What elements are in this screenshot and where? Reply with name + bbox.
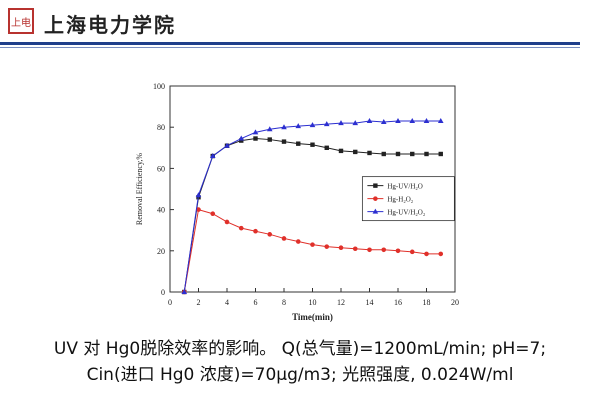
data-point xyxy=(253,228,258,234)
data-point xyxy=(338,148,344,154)
data-point xyxy=(253,136,258,141)
data-point xyxy=(423,118,430,124)
data-point xyxy=(324,244,330,249)
x-tick-label: 2 xyxy=(197,298,201,307)
data-point xyxy=(338,245,344,251)
data-point xyxy=(381,247,387,253)
y-tick-label: 40 xyxy=(157,206,165,215)
data-point xyxy=(296,141,301,146)
y-tick-label: 0 xyxy=(161,288,165,297)
data-point xyxy=(310,142,315,147)
y-tick-label: 80 xyxy=(157,123,165,132)
series-line xyxy=(183,208,441,293)
data-point xyxy=(437,118,444,124)
data-point xyxy=(424,151,429,157)
x-tick-label: 18 xyxy=(423,298,431,307)
x-tick-label: 12 xyxy=(337,298,345,307)
data-point xyxy=(181,289,188,294)
data-point xyxy=(367,247,372,253)
data-point xyxy=(373,196,378,201)
y-axis-label: Removal Efficiency,% xyxy=(135,153,144,226)
x-tick-label: 20 xyxy=(451,298,459,307)
x-tick-label: 4 xyxy=(225,298,229,307)
data-point xyxy=(380,119,387,125)
caption-line-2: Cin(进口 Hg0 浓度)=70μg/m3; 光照强度, 0.024W/ml xyxy=(86,365,514,385)
data-point xyxy=(295,239,301,244)
data-point xyxy=(281,124,287,130)
data-point xyxy=(395,248,401,254)
data-point xyxy=(323,121,330,127)
data-point xyxy=(367,150,372,156)
y-tick-label: 60 xyxy=(157,164,165,173)
data-point xyxy=(209,153,216,159)
plot-area: 0 2 4 6 8 10 12 14 16 18 20 0 20 40 60 80 100 Time(min) Re… xyxy=(135,82,459,322)
data-point xyxy=(338,120,344,126)
data-point xyxy=(352,120,359,126)
data-point xyxy=(309,122,316,128)
legend-label: Hg-UV/H₂O₂ xyxy=(387,209,425,217)
logo-text: 上电 xyxy=(11,17,31,29)
header-divider xyxy=(0,42,580,45)
data-point xyxy=(196,207,201,212)
data-point xyxy=(266,126,273,132)
x-tick-label: 14 xyxy=(366,298,374,307)
data-point xyxy=(238,225,244,231)
data-point xyxy=(310,242,315,247)
data-point xyxy=(252,129,259,135)
removal-efficiency-chart: 0 2 4 6 8 10 12 14 16 18 20 0 20 40 60 80 100 Time(min) Re… xyxy=(135,82,459,322)
y-tick-label: 20 xyxy=(157,247,165,256)
data-point xyxy=(267,232,273,237)
data-point xyxy=(424,251,429,257)
school-logo: 上电 xyxy=(8,8,34,34)
data-point xyxy=(195,192,202,198)
header-divider-thin xyxy=(0,47,580,48)
data-point xyxy=(395,118,401,124)
data-point xyxy=(395,151,401,157)
data-point xyxy=(224,142,230,148)
school-name: 上海电力学院 xyxy=(44,13,176,37)
data-point xyxy=(373,183,378,188)
data-point xyxy=(281,236,287,241)
data-point xyxy=(267,137,272,142)
data-point xyxy=(438,251,444,257)
legend-label: Hg-UV/H₂O xyxy=(387,183,423,191)
data-point xyxy=(210,211,216,217)
data-point xyxy=(409,249,415,255)
x-tick-label: 8 xyxy=(282,298,286,307)
data-point xyxy=(353,149,358,155)
data-point xyxy=(324,145,329,150)
data-point xyxy=(352,246,358,252)
data-point xyxy=(372,208,379,214)
y-tick-label: 100 xyxy=(153,82,165,91)
x-tick-label: 6 xyxy=(254,298,258,307)
legend-label: Hg-H₂O₂ xyxy=(387,196,413,204)
data-point xyxy=(295,123,302,129)
data-point xyxy=(281,139,287,144)
data-point xyxy=(410,151,415,157)
data-point xyxy=(239,138,244,143)
x-tick-label: 10 xyxy=(309,298,317,307)
data-point xyxy=(381,151,386,157)
data-point xyxy=(366,118,373,124)
x-tick-label: 0 xyxy=(168,298,172,307)
data-point xyxy=(238,135,245,141)
x-tick-label: 16 xyxy=(394,298,402,307)
caption-line-1: UV 对 Hg0脱除效率的影响。 Q(总气量)=1200mL/min; pH=7… xyxy=(53,339,547,359)
data-point xyxy=(224,219,230,225)
data-point xyxy=(409,118,416,124)
data-point xyxy=(438,151,443,157)
x-axis-label: Time(min) xyxy=(292,312,333,322)
